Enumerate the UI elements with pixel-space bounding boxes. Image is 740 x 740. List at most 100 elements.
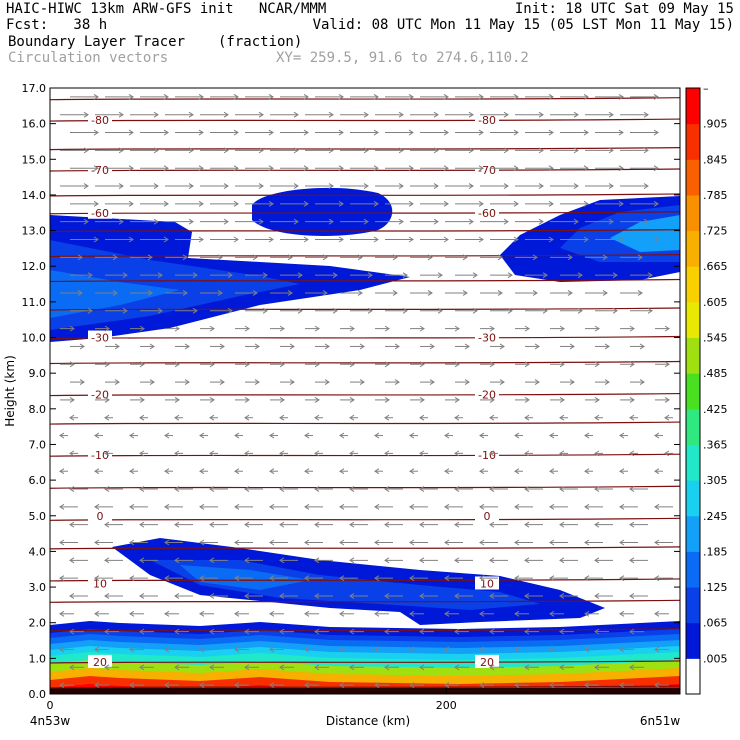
vector-head xyxy=(93,165,99,172)
vector-head xyxy=(419,628,425,635)
contour-line-23 xyxy=(49,97,681,101)
vector-head xyxy=(639,379,645,386)
vector-head xyxy=(304,468,310,475)
vector-head xyxy=(437,307,443,314)
vector-head xyxy=(349,664,355,671)
contour-label: -80 xyxy=(478,114,496,127)
vector-head xyxy=(594,414,600,421)
vector-head xyxy=(314,521,320,528)
vector-head xyxy=(139,557,145,564)
vector-head xyxy=(433,147,439,154)
vector-head xyxy=(104,628,110,635)
vector-head xyxy=(314,557,320,564)
y-tick-label: 10.0 xyxy=(22,332,47,345)
x-tick-label: 0 xyxy=(47,699,54,712)
vector-head xyxy=(79,343,85,350)
vector-head xyxy=(602,290,608,296)
vector-head xyxy=(513,93,519,100)
vector-head xyxy=(479,539,485,546)
vector-head xyxy=(409,539,415,546)
vector-head xyxy=(478,129,484,136)
vector-head xyxy=(128,165,134,172)
vector-head xyxy=(122,272,128,279)
vector-head xyxy=(384,414,390,421)
vector-head xyxy=(339,539,345,546)
vector-head xyxy=(464,343,470,350)
vector-head xyxy=(69,664,75,671)
vector-head xyxy=(164,610,170,617)
vector-head xyxy=(184,379,190,386)
vector-head xyxy=(293,147,299,154)
vector-head xyxy=(279,664,285,671)
vector-head xyxy=(577,272,583,279)
header-line1-right: Init: 18 UTC Sat 09 May 15 xyxy=(514,1,734,17)
vector-head xyxy=(444,432,450,439)
vector-head xyxy=(489,521,495,528)
vector-head xyxy=(112,290,118,296)
contour-label-bg xyxy=(88,330,112,344)
vector-head xyxy=(513,129,519,136)
vector-head xyxy=(234,503,240,510)
vector-head xyxy=(534,343,540,350)
contour-label-bg xyxy=(88,113,112,127)
vector-head xyxy=(157,272,163,279)
vector-head xyxy=(374,503,380,510)
vector-head xyxy=(164,539,170,546)
vector-head xyxy=(548,165,554,172)
vector-head xyxy=(538,183,544,189)
vector-head xyxy=(164,646,170,653)
vector-head xyxy=(384,396,390,403)
vector-head xyxy=(139,521,145,528)
vector-head xyxy=(363,111,369,118)
vector-head xyxy=(419,325,425,332)
vector-head xyxy=(269,682,275,689)
terrain-surface xyxy=(50,688,680,694)
vector-head xyxy=(59,682,65,689)
vector-head xyxy=(398,218,404,225)
vector-head xyxy=(59,610,65,617)
vector-head xyxy=(567,254,573,261)
contour-label: 0 xyxy=(97,510,104,523)
vector-head xyxy=(594,664,600,671)
colorbar-label: .665 xyxy=(703,260,728,273)
vector-head xyxy=(339,575,345,582)
colorbar-swatch xyxy=(686,194,700,232)
vector-head xyxy=(59,646,65,653)
vector-head xyxy=(559,628,565,635)
vector-head xyxy=(349,361,355,368)
vector-head xyxy=(577,307,583,314)
vector-head xyxy=(479,610,485,617)
vector-head xyxy=(514,432,520,439)
vector-head xyxy=(338,129,344,136)
vector-head xyxy=(349,593,355,599)
vector-head xyxy=(489,486,495,492)
vector-head xyxy=(279,593,285,599)
vector-head xyxy=(384,557,390,564)
x-left-endpoint: 4n53w xyxy=(30,714,71,728)
vector-head xyxy=(129,682,135,689)
vector-head xyxy=(419,521,425,528)
vector-head xyxy=(454,521,460,528)
vector-head xyxy=(112,254,118,261)
vector-head xyxy=(612,307,618,314)
colorbar-swatch xyxy=(686,622,700,659)
vector-head xyxy=(583,129,589,136)
colorbar-label: .905 xyxy=(703,118,728,131)
vector-head xyxy=(93,129,99,136)
vector-head xyxy=(209,521,215,528)
vector-head xyxy=(462,254,468,261)
vector-head xyxy=(464,379,470,386)
vector-head xyxy=(93,200,99,207)
vector-head xyxy=(128,236,134,243)
vector-head xyxy=(468,218,474,225)
vector-head xyxy=(618,93,624,100)
vector-head xyxy=(532,290,538,296)
vector-head xyxy=(408,129,414,136)
vector-head xyxy=(303,165,309,172)
vector-head xyxy=(217,254,223,261)
y-tick-label: 1.0 xyxy=(29,652,47,665)
y-tick-label: 17.0 xyxy=(22,82,47,95)
vector-head xyxy=(619,575,625,582)
contour-label-bg xyxy=(475,654,499,668)
vector-head xyxy=(514,503,520,510)
